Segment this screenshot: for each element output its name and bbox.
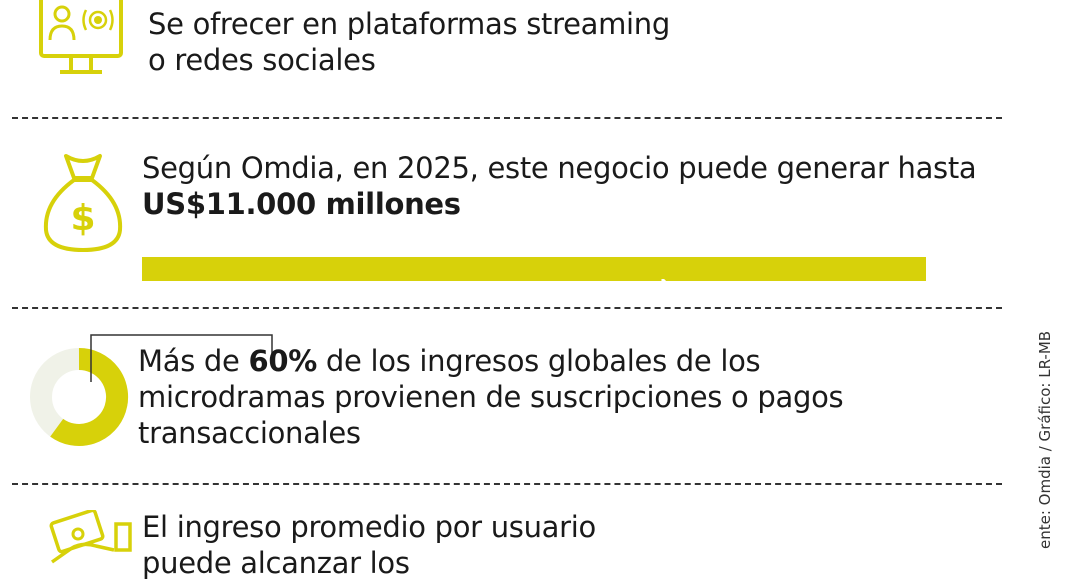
divider bbox=[12, 483, 1002, 485]
divider bbox=[12, 307, 1002, 309]
streaming-text-line1: Se ofrecer en plataformas streaming bbox=[148, 7, 670, 41]
svg-text:$: $ bbox=[70, 198, 95, 239]
money-hand-icon bbox=[48, 508, 134, 570]
donut-callout-line bbox=[90, 334, 274, 384]
revenue-highlight: US$11.000 millones bbox=[142, 187, 461, 221]
arpu-text-line1: El ingreso promedio por usuario bbox=[142, 510, 596, 544]
source-credit: ente: Omdia / Gráfico: LR-MB bbox=[1036, 267, 1054, 567]
revenue-bar bbox=[142, 257, 926, 281]
share-text-line3: transaccionales bbox=[138, 416, 361, 450]
share-text-line1: Más de 60% de los ingresos globales de l… bbox=[138, 343, 761, 379]
share-prefix: Más de bbox=[138, 344, 249, 378]
share-percent: 60% bbox=[248, 344, 318, 378]
share-line1-rest: de los ingresos globales de los bbox=[317, 344, 761, 378]
share-text-line2: microdramas provienen de suscripciones o… bbox=[138, 380, 844, 414]
streaming-text-line2: o redes sociales bbox=[148, 43, 376, 77]
revenue-text-line1: Según Omdia, en 2025, este negocio puede… bbox=[142, 151, 977, 185]
arpu-text-line2: puede alcanzar los bbox=[142, 546, 410, 580]
divider bbox=[12, 117, 1002, 119]
donut-chart-icon bbox=[24, 343, 134, 453]
money-bag-icon: $ bbox=[40, 150, 126, 255]
revenue-bar-notch bbox=[660, 274, 674, 289]
streaming-monitor-icon bbox=[38, 0, 124, 80]
source-credit-text: ente: Omdia / Gráfico: LR-MB bbox=[1036, 330, 1054, 549]
